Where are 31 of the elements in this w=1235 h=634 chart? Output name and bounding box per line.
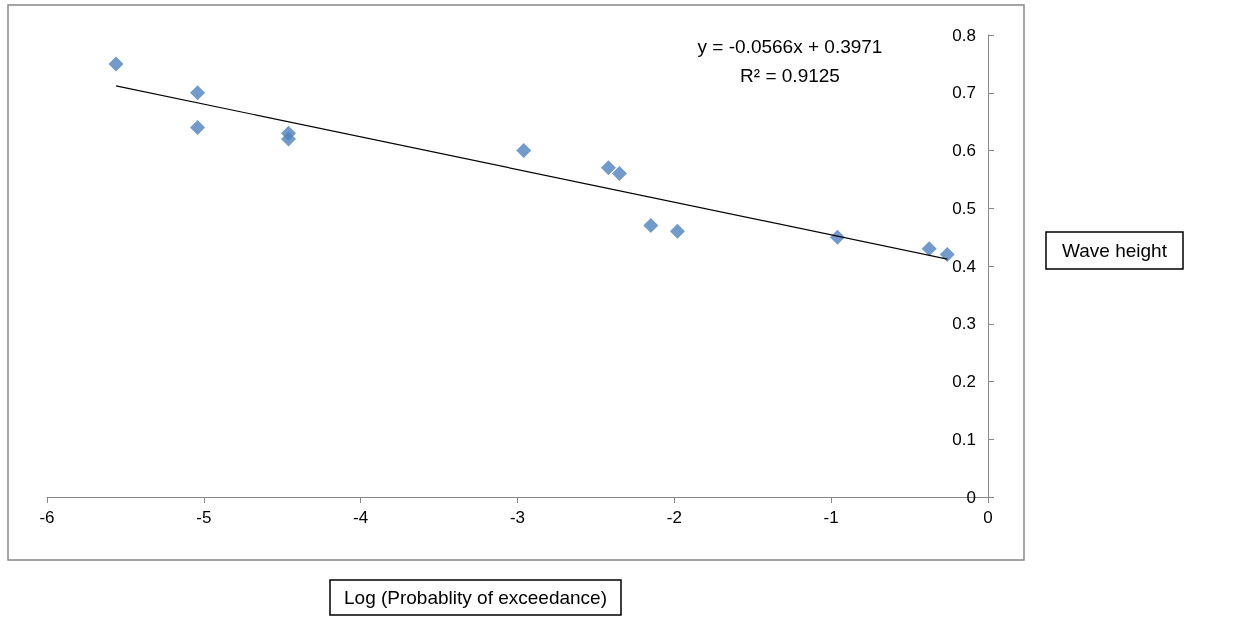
annotation: y = -0.0566x + 0.3971 bbox=[697, 35, 883, 57]
y-tick-label: 0.2 bbox=[952, 372, 976, 391]
point bbox=[281, 131, 297, 147]
point bbox=[643, 218, 659, 234]
y-tick-label: 0.1 bbox=[952, 429, 976, 449]
point bbox=[190, 85, 206, 101]
y-tick-label: 0.7 bbox=[952, 83, 976, 103]
x-tick-label: -2 bbox=[666, 508, 682, 527]
y-tick-label: 0.3 bbox=[952, 314, 976, 334]
point bbox=[516, 143, 532, 158]
x-tick-label: -4 bbox=[353, 508, 369, 527]
x-tick-label: -1 bbox=[823, 508, 839, 527]
y-tick-label: 0 bbox=[966, 487, 976, 507]
point bbox=[108, 56, 124, 72]
y-tick-label: 0.8 bbox=[952, 25, 976, 45]
x-tick-label: -3 bbox=[509, 508, 526, 527]
point bbox=[921, 241, 937, 257]
x-tick-label: -5 bbox=[196, 508, 212, 527]
y-tick-label: 0.5 bbox=[952, 198, 976, 218]
point bbox=[669, 223, 685, 239]
point bbox=[939, 246, 955, 262]
point bbox=[190, 119, 206, 135]
point bbox=[600, 160, 616, 176]
x-tick-label: 0 bbox=[983, 508, 993, 527]
y-axis-title: Wave height bbox=[1062, 240, 1168, 261]
y-tick-label: 0.6 bbox=[952, 141, 976, 160]
x-tick-label: -6 bbox=[39, 508, 55, 527]
point bbox=[611, 166, 627, 182]
y-tick-label: 0.4 bbox=[952, 256, 976, 276]
x-axis-title: Log (Probablity of exceedance) bbox=[344, 587, 607, 608]
annotation: R² = 0.9125 bbox=[740, 64, 840, 86]
